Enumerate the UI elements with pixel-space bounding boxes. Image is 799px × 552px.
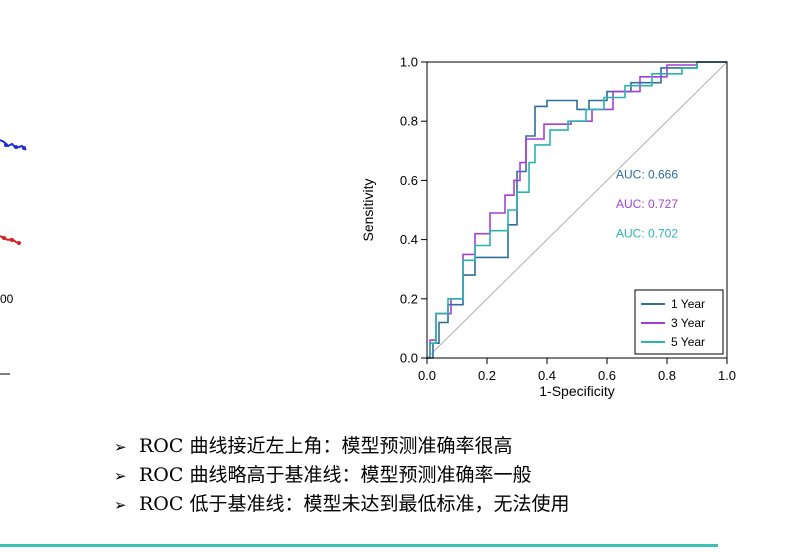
left-chart-fragment: 00 (0, 139, 27, 375)
bullet-item: ➢ ROC 曲线略高于基准线：模型预测准确率一般 (114, 461, 774, 490)
bullet-arrow-icon: ➢ (114, 438, 127, 456)
bullet-item: ➢ ROC 低于基准线：模型未达到最低标准，无法使用 (114, 490, 774, 519)
bottom-accent-rule (0, 544, 718, 547)
bullet-list: ➢ ROC 曲线接近左上角：模型预测准确率很高 ➢ ROC 曲线略高于基准线：模型预… (114, 432, 774, 519)
x-tick-label: 0.6 (598, 368, 616, 383)
legend-label-1: 1 Year (671, 297, 705, 311)
partial-tick-label: 00 (0, 292, 14, 306)
auc-label-1: AUC: 0.666 (616, 167, 678, 181)
y-tick-label: 0.0 (400, 351, 418, 366)
partial-red-series (0, 235, 21, 245)
bullet-text: ROC 曲线接近左上角：模型预测准确率很高 (139, 435, 513, 457)
legend-label-3: 5 Year (671, 335, 705, 349)
roc-series-line-3 (427, 61, 727, 359)
legend-label-2: 3 Year (671, 316, 705, 330)
y-tick-label: 0.6 (400, 173, 418, 188)
x-tick-label: 0.2 (478, 368, 496, 383)
y-tick-label: 0.8 (400, 114, 418, 129)
auc-label-2: AUC: 0.727 (616, 197, 678, 211)
roc-series-line-2 (427, 61, 727, 359)
roc-chart: 0.0 0.2 0.4 0.6 0.8 1.0 0.0 0.2 0.4 0.6 0.8 1.0 1-… (360, 55, 736, 400)
bullet-text: ROC 曲线略高于基准线：模型预测准确率一般 (139, 464, 532, 486)
y-axis: 0.0 0.2 0.4 0.6 0.8 1.0 (400, 55, 427, 366)
y-axis-title: Sensitivity (360, 178, 376, 241)
y-tick-label: 0.4 (400, 232, 418, 247)
x-axis: 0.0 0.2 0.4 0.6 0.8 1.0 (418, 358, 736, 383)
series-layer (427, 61, 727, 359)
y-tick-label: 1.0 (400, 55, 418, 70)
x-tick-label: 0.0 (418, 368, 436, 383)
auc-label-3: AUC: 0.702 (616, 227, 678, 241)
reference-diagonal (426, 61, 728, 359)
x-tick-label: 1.0 (718, 368, 736, 383)
auc-labels: AUC: 0.666 AUC: 0.727 AUC: 0.702 (616, 167, 678, 240)
plot-frame (426, 61, 728, 359)
bullet-arrow-icon: ➢ (114, 496, 127, 514)
legend: 1 Year 3 Year 5 Year (634, 289, 724, 355)
bullet-item: ➢ ROC 曲线接近左上角：模型预测准确率很高 (114, 432, 774, 461)
partial-blue-series (0, 139, 27, 151)
x-axis-title: 1-Specificity (539, 383, 614, 399)
x-tick-label: 0.8 (658, 368, 676, 383)
reference-line-layer (426, 61, 728, 359)
x-tick-label: 0.4 (538, 368, 556, 383)
bullet-arrow-icon: ➢ (114, 467, 127, 485)
bullet-text: ROC 低于基准线：模型未达到最低标准，无法使用 (139, 493, 570, 515)
y-tick-label: 0.2 (400, 291, 418, 306)
